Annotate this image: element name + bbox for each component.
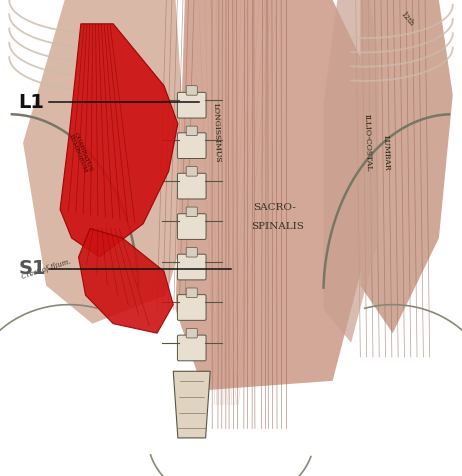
Text: QUADRATUS
LUMBORUM: QUADRATUS LUMBORUM — [68, 131, 94, 174]
FancyBboxPatch shape — [177, 295, 206, 320]
Text: Crest of Ilium.: Crest of Ilium. — [20, 257, 72, 281]
FancyBboxPatch shape — [177, 173, 206, 199]
FancyBboxPatch shape — [177, 133, 206, 159]
Polygon shape — [323, 0, 379, 343]
FancyBboxPatch shape — [186, 126, 197, 136]
Polygon shape — [79, 228, 173, 333]
Text: SACRO-: SACRO- — [254, 203, 296, 211]
Text: L1: L1 — [18, 93, 44, 112]
FancyBboxPatch shape — [186, 167, 197, 176]
FancyBboxPatch shape — [177, 214, 206, 239]
FancyBboxPatch shape — [186, 288, 197, 298]
Polygon shape — [60, 24, 178, 257]
Polygon shape — [173, 371, 210, 438]
Polygon shape — [176, 0, 370, 390]
Polygon shape — [360, 0, 453, 333]
FancyBboxPatch shape — [177, 335, 206, 361]
Polygon shape — [23, 0, 189, 324]
Text: LUMBAR: LUMBAR — [381, 134, 390, 170]
Text: SPINALIS: SPINALIS — [251, 222, 304, 230]
Text: LONGISSIMUS: LONGISSIMUS — [211, 103, 221, 163]
Text: 12th: 12th — [398, 10, 415, 28]
FancyBboxPatch shape — [177, 92, 206, 118]
FancyBboxPatch shape — [186, 207, 197, 217]
FancyBboxPatch shape — [186, 248, 197, 257]
FancyBboxPatch shape — [186, 328, 197, 338]
Text: S1: S1 — [18, 259, 46, 278]
FancyBboxPatch shape — [177, 254, 206, 280]
FancyBboxPatch shape — [186, 86, 197, 95]
Text: ILLIO-COSTAL: ILLIO-COSTAL — [362, 114, 372, 172]
